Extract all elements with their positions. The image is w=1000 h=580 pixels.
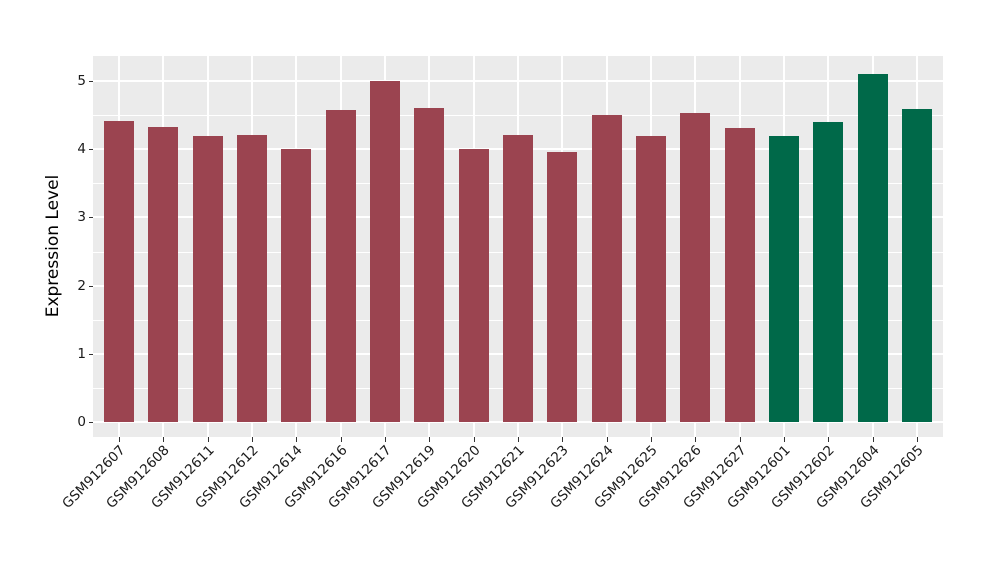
x-axis-tick [783,437,785,442]
bar-GSM912624 [591,115,622,422]
y-axis-title: Expression Level [43,174,63,318]
bar-GSM912612 [237,134,268,422]
y-axis-tick [88,217,93,219]
y-tick-label: 0 [77,414,86,430]
x-axis-tick [296,437,298,442]
x-axis-tick [252,437,254,442]
bar-GSM912623 [547,151,578,422]
plot-panel [93,56,943,437]
bar-GSM912607 [104,120,135,422]
bar-GSM912601 [768,136,799,422]
y-tick-label: 1 [77,345,86,362]
bar-GSM912621 [503,134,533,422]
x-axis-tick [872,437,874,442]
y-axis-tick [88,353,93,355]
bar-GSM912620 [458,148,489,422]
y-axis-tick [88,81,93,82]
bar-GSM912627 [724,128,755,422]
y-tick-label: 3 [77,209,86,226]
x-axis-tick [429,437,431,442]
x-axis-tick [916,437,918,442]
x-axis-tick [650,437,652,442]
x-axis-tick [340,437,342,442]
x-axis-tick [695,437,697,442]
x-axis-tick [385,437,387,442]
y-axis-tick [88,285,93,287]
bar-GSM912617 [370,81,401,422]
y-axis-tick [88,422,93,423]
x-axis-tick [518,437,519,442]
y-tick-label: 5 [77,73,86,89]
x-axis-tick [163,437,165,442]
y-axis-tick [88,149,93,151]
bar-GSM912626 [680,113,711,422]
x-axis-tick [119,437,121,442]
bar-GSM912605 [901,108,932,422]
x-axis-tick [828,437,830,442]
x-axis-tick [473,437,475,442]
x-axis-tick [739,437,741,442]
bar-GSM912619 [414,108,445,422]
y-tick-label: 2 [77,277,86,294]
x-axis-tick [606,437,608,442]
bar-GSM912602 [813,121,844,422]
bar-GSM912614 [281,149,312,422]
x-axis-tick [562,437,564,442]
y-tick-label: 4 [77,141,86,158]
bar-GSM912611 [192,136,223,422]
x-axis-tick [207,437,209,442]
bar-GSM912625 [635,135,666,422]
bar-GSM912604 [857,74,888,422]
bar-GSM912616 [325,110,356,422]
bar-GSM912608 [148,127,179,422]
